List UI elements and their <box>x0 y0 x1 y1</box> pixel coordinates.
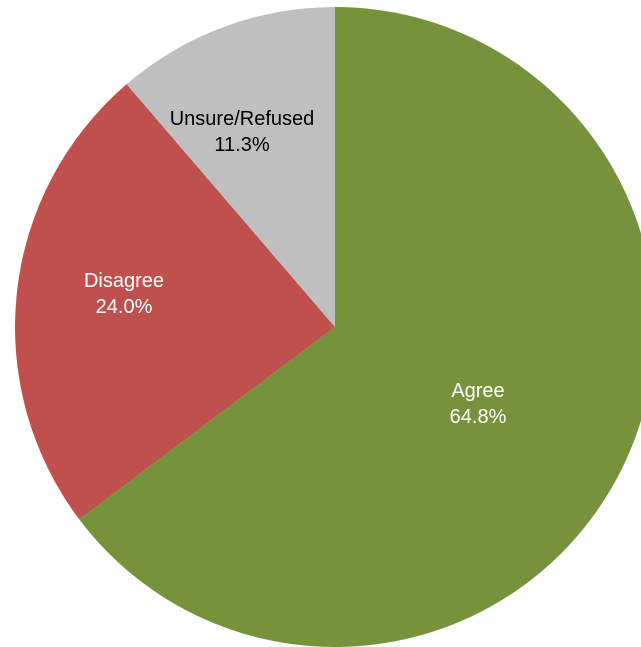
slice-category-label: Disagree <box>84 270 164 292</box>
pie-slices <box>15 7 641 647</box>
slice-category-label: Agree <box>451 380 504 402</box>
pie-slice-disagree <box>15 84 336 520</box>
slice-value-label: 64.8% <box>450 406 507 428</box>
pie-slice-unsure-refused <box>126 7 335 327</box>
slice-value-label: 24.0% <box>96 296 153 318</box>
slice-value-label: 11.3% <box>214 134 269 156</box>
slice-category-label: Unsure/Refused <box>170 108 315 130</box>
pie-labels: Agree 64.8% Disagree 24.0% Unsure/Refused 11.… <box>84 108 507 428</box>
pie-slice-agree <box>79 7 641 647</box>
